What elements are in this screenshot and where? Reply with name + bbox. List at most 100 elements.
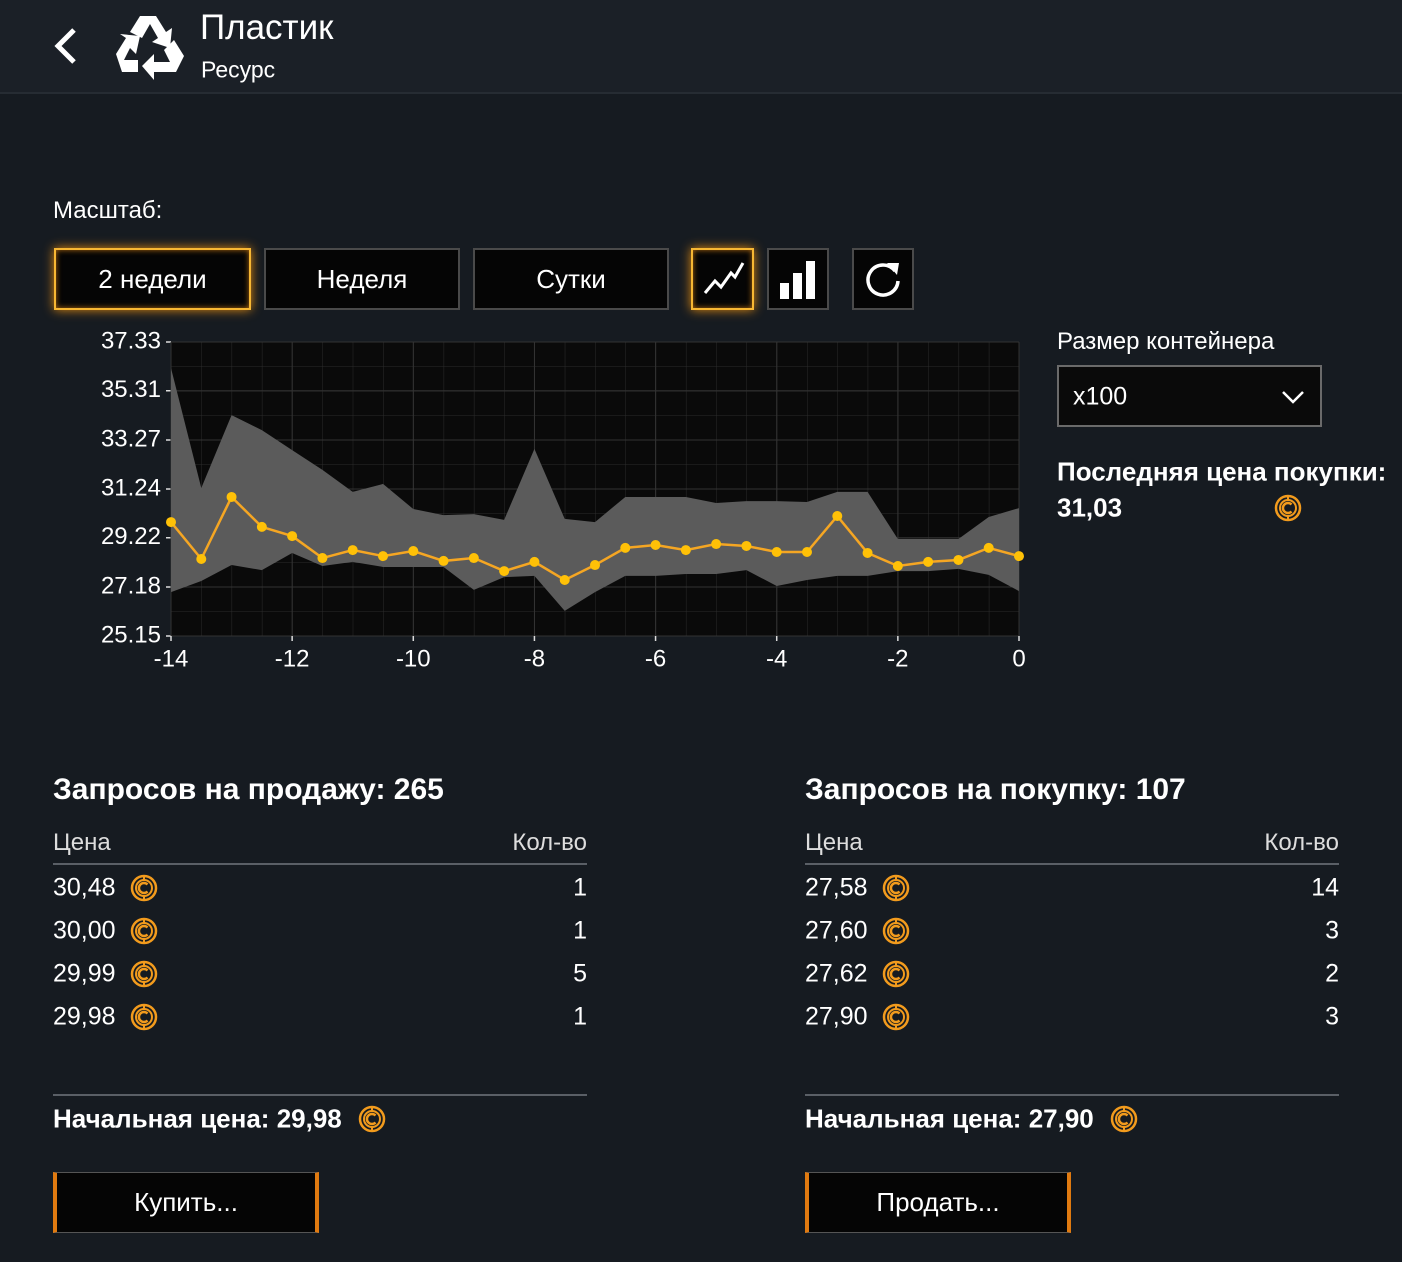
y-tick-label: 33.27 bbox=[101, 425, 161, 452]
quantity-cell: 5 bbox=[573, 959, 587, 988]
title: Пластик bbox=[200, 8, 334, 47]
x-tick-label: -6 bbox=[645, 645, 666, 672]
panel-title-text: Запросов на продажу: bbox=[53, 773, 386, 806]
price-point bbox=[256, 521, 267, 532]
price-point bbox=[892, 561, 903, 571]
start-price-value: 29,98 bbox=[276, 1103, 342, 1134]
dropdown-arrow bbox=[1282, 391, 1304, 404]
price-point bbox=[862, 547, 873, 558]
request-count: 265 bbox=[393, 773, 444, 806]
refresh-icon bbox=[866, 263, 900, 297]
price-point bbox=[226, 491, 237, 502]
coin-icon bbox=[1274, 494, 1302, 522]
price-point bbox=[347, 545, 358, 556]
request-count: 107 bbox=[1135, 773, 1186, 806]
price-point bbox=[166, 517, 176, 528]
subtitle: Ресурс bbox=[201, 56, 276, 83]
header-rule bbox=[805, 863, 1339, 865]
price-point bbox=[378, 551, 388, 562]
price-point bbox=[620, 542, 631, 553]
price-point bbox=[680, 545, 691, 556]
back-button[interactable] bbox=[50, 26, 82, 66]
quantity-cell: 3 bbox=[1325, 916, 1339, 945]
price-chart: 25.15 27.18 29.22 31.24 33.27 35.31 37.33 -14 -1… bbox=[101, 327, 1026, 672]
container-value: x100 bbox=[1073, 382, 1128, 411]
start-price: Начальная цена: 29,98 bbox=[53, 1104, 342, 1135]
recycle-icon bbox=[116, 16, 184, 80]
price-point bbox=[771, 547, 782, 557]
start-price-value: 27,90 bbox=[1028, 1103, 1094, 1134]
quantity-cell: 1 bbox=[573, 873, 587, 902]
price-point bbox=[438, 555, 449, 566]
panel-title: Запросов на продажу: 265 bbox=[53, 773, 444, 807]
price-point bbox=[923, 556, 934, 567]
last-price-label: Последняя цена покупки: bbox=[1057, 456, 1387, 487]
price-point bbox=[529, 556, 540, 567]
price-cell: 29,99 bbox=[53, 959, 116, 988]
line-chart-button[interactable] bbox=[691, 248, 754, 310]
price-point bbox=[741, 540, 752, 551]
price-point bbox=[287, 531, 298, 542]
scale-button[interactable]: 2 недели bbox=[54, 248, 251, 310]
price-cell: 27,58 bbox=[805, 873, 868, 902]
y-tick-label: 31.24 bbox=[101, 474, 161, 501]
price-point bbox=[196, 554, 207, 564]
price-cell: 27,90 bbox=[805, 1002, 868, 1031]
action-button[interactable]: Продать... bbox=[805, 1172, 1071, 1233]
column-header: Кол-во bbox=[1264, 829, 1339, 856]
price-cell: 29,98 bbox=[53, 1002, 116, 1031]
refresh-button[interactable] bbox=[852, 248, 914, 310]
x-tick-label: 0 bbox=[1012, 645, 1025, 672]
start-price: Начальная цена: 27,90 bbox=[805, 1104, 1094, 1135]
y-tick-label: 27.18 bbox=[101, 572, 161, 599]
price-cell: 27,62 bbox=[805, 959, 868, 988]
price-point bbox=[590, 560, 600, 571]
y-tick-label: 35.31 bbox=[101, 376, 161, 403]
x-tick-label: -8 bbox=[524, 645, 545, 672]
quantity-cell: 1 bbox=[573, 916, 587, 945]
column-header: Цена bbox=[805, 829, 863, 856]
column-header: Кол-во bbox=[512, 829, 587, 856]
panel-title-text: Запросов на покупку: bbox=[805, 773, 1128, 806]
scale-button[interactable]: Сутки bbox=[473, 248, 669, 310]
footer-rule bbox=[805, 1094, 1339, 1096]
price-point bbox=[711, 539, 722, 550]
footer-rule bbox=[53, 1094, 587, 1096]
price-point bbox=[499, 566, 510, 577]
scale-label: Масштаб: bbox=[53, 197, 163, 224]
x-tick-label: -12 bbox=[275, 645, 310, 672]
bar-chart-button[interactable] bbox=[767, 248, 829, 310]
x-tick-label: -14 bbox=[154, 645, 189, 672]
price-point bbox=[1014, 551, 1024, 562]
price-point bbox=[983, 542, 994, 553]
container-label: Размер контейнера bbox=[1057, 328, 1275, 355]
start-price-label: Начальная цена: bbox=[805, 1103, 1022, 1134]
x-tick-label: -2 bbox=[887, 645, 908, 672]
y-tick-label: 25.15 bbox=[101, 621, 161, 648]
bar-icon bbox=[780, 261, 815, 299]
column-header: Цена bbox=[53, 829, 111, 856]
price-point bbox=[317, 553, 328, 564]
action-button[interactable]: Купить... bbox=[53, 1172, 319, 1233]
price-point bbox=[408, 546, 419, 557]
coin-icon bbox=[358, 1105, 386, 1133]
panel-title: Запросов на покупку: 107 bbox=[805, 773, 1186, 807]
container-dropdown[interactable]: x100 bbox=[1057, 365, 1322, 427]
y-tick-label: 29.22 bbox=[101, 523, 161, 550]
quantity-cell: 14 bbox=[1311, 873, 1339, 902]
price-cell: 27,60 bbox=[805, 916, 868, 945]
scale-button[interactable]: Неделя bbox=[264, 248, 460, 310]
price-point bbox=[559, 575, 570, 585]
price-point bbox=[953, 554, 964, 565]
header-rule bbox=[53, 863, 587, 865]
price-point bbox=[468, 553, 479, 564]
price-cell: 30,48 bbox=[53, 873, 116, 902]
header-bar bbox=[0, 0, 1402, 94]
price-cell: 30,00 bbox=[53, 916, 116, 945]
line-icon bbox=[703, 262, 744, 294]
y-tick-label: 37.33 bbox=[101, 327, 161, 354]
last-price-value: 31,03 bbox=[1057, 492, 1123, 523]
price-point bbox=[832, 511, 843, 522]
